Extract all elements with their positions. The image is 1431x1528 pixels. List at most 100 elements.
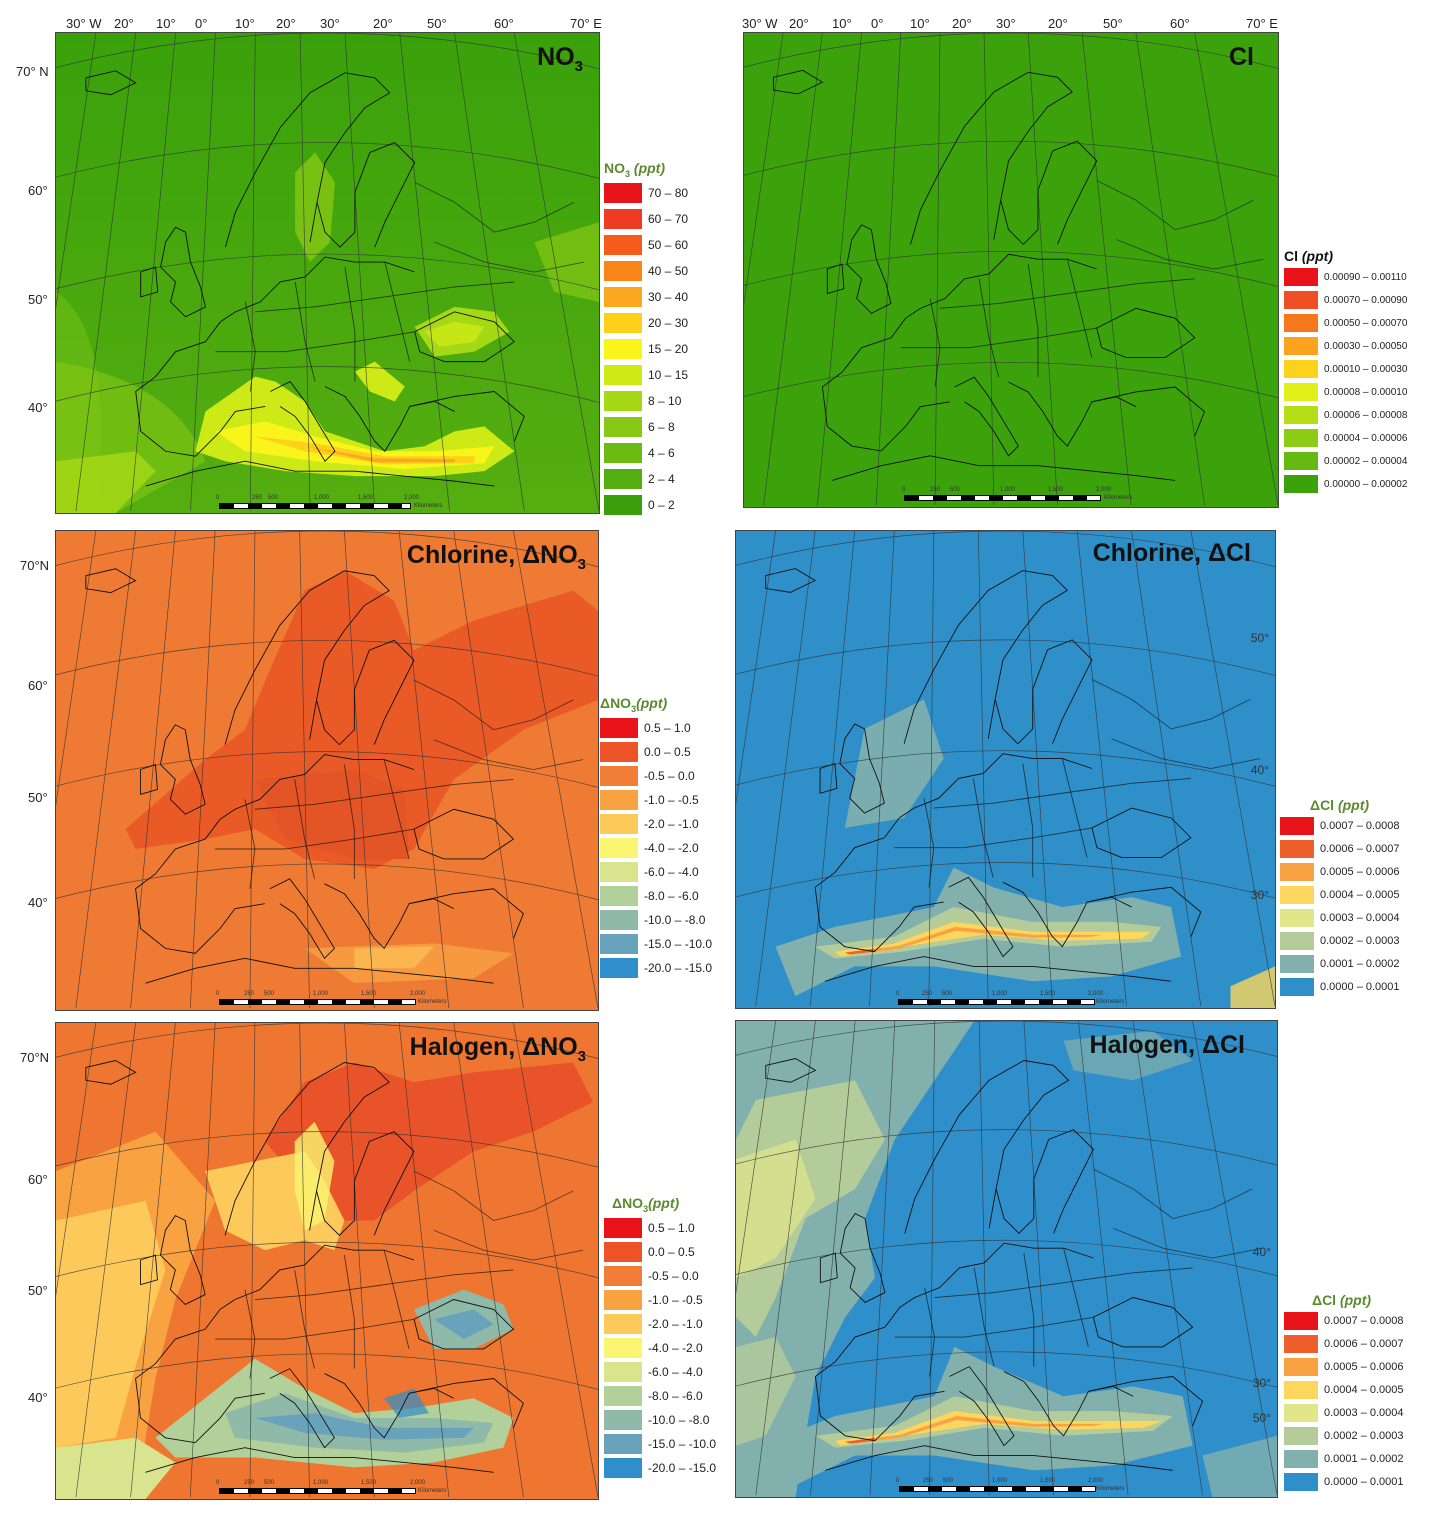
scale-bar — [904, 495, 1101, 501]
legend-label: -15.0 – -10.0 — [644, 936, 713, 951]
legend-label: -4.0 – -2.0 — [644, 840, 699, 855]
legend-entry: 0.0002 – 0.0003 — [1280, 932, 1400, 950]
legend-label: 30 – 40 — [648, 289, 689, 304]
scale-tick: 0 — [216, 1480, 220, 1486]
scale-tick: 1,500 — [361, 991, 377, 997]
scale-tick: 500 — [942, 991, 953, 997]
panel-title: NO3 — [537, 43, 583, 75]
legend-label: -0.5 – 0.0 — [648, 1268, 699, 1283]
legend-label: -4.0 – -2.0 — [648, 1340, 703, 1355]
legend-halogen-dcl: ΔCl (ppt) 0.0007 – 0.0008 0.0006 – 0.0007… — [1284, 1292, 1404, 1496]
scale-unit: Kilometers — [1104, 495, 1133, 501]
legend-swatch — [1284, 1335, 1318, 1353]
legend-entry: -8.0 – -6.0 — [600, 885, 712, 906]
lon-label: 20° — [276, 16, 296, 31]
scale-tick: 250 — [922, 991, 933, 997]
scale-tick: 0 — [216, 495, 220, 501]
map-chlorine-dcl-svg — [736, 531, 1275, 1008]
legend-title: ΔNO3(ppt) — [600, 695, 712, 714]
legend-label: 0.0007 – 0.0008 — [1324, 1315, 1404, 1327]
legend-rows: 0.0007 – 0.0008 0.0006 – 0.0007 0.0005 – 0… — [1280, 817, 1400, 996]
scale-tick: 250 — [252, 495, 263, 501]
legend-label: 0.00090 – 0.00110 — [1324, 271, 1407, 283]
legend-swatch — [600, 909, 638, 930]
scale-tick: 250 — [923, 1478, 934, 1484]
legend-swatch — [1284, 268, 1318, 286]
legend-entry: -0.5 – 0.0 — [600, 765, 712, 786]
lat-label: 40° — [28, 1390, 48, 1405]
legend-entry: 4 – 6 — [604, 442, 688, 463]
legend-label: 70 – 80 — [648, 185, 689, 200]
scale-tick: 1,000 — [313, 1480, 329, 1486]
legend-swatch — [1284, 406, 1318, 424]
legend-label: -1.0 – -0.5 — [644, 792, 699, 807]
legend-label: -2.0 – -1.0 — [648, 1316, 703, 1331]
legend-swatch — [604, 1289, 642, 1310]
scale-bar — [898, 999, 1095, 1005]
legend-entry: 0.0004 – 0.0005 — [1280, 886, 1400, 904]
legend-swatch — [600, 933, 638, 954]
lon-label: 20° — [1048, 16, 1068, 31]
panel-title-text: Cl — [1229, 43, 1254, 71]
scale-unit: Kilometers — [414, 503, 443, 509]
legend-swatch — [604, 208, 642, 229]
legend-title-text: ΔCl — [1312, 1292, 1337, 1308]
legend-title-text: NO — [604, 160, 625, 176]
legend-swatch — [1284, 1427, 1318, 1445]
legend-entry: 15 – 20 — [604, 338, 688, 359]
legend-swatch — [604, 1361, 642, 1382]
lon-label: 60° — [494, 16, 514, 31]
lat-label: 70°N — [20, 558, 50, 573]
legend-entry: 0.0001 – 0.0002 — [1284, 1450, 1404, 1468]
lon-label: 10° — [832, 16, 852, 31]
legend-title-unit: (ppt) — [630, 160, 665, 176]
legend-swatch — [604, 312, 642, 333]
scale-tick: 500 — [268, 495, 279, 501]
panel-title-text: Halogen, ΔCl — [1089, 1031, 1245, 1059]
right-lat-label: 30° — [1250, 888, 1269, 902]
legend-swatch — [604, 338, 642, 359]
legend-swatch — [1280, 886, 1314, 904]
lat-label: 70° N — [16, 64, 49, 79]
legend-label: 0.0002 – 0.0003 — [1324, 1430, 1404, 1442]
legend-entry: 0.5 – 1.0 — [600, 717, 712, 738]
map-panel-halogen-dcl: Halogen, ΔCl 50° 40° 30° 0 250 500 1,000… — [735, 1020, 1278, 1498]
legend-label: 0.0006 – 0.0007 — [1324, 1338, 1404, 1350]
panel-title-sub: 3 — [577, 556, 586, 573]
legend-swatch — [1280, 840, 1314, 858]
map-cl-svg — [744, 33, 1278, 507]
legend-entry: 0.0001 – 0.0002 — [1280, 955, 1400, 973]
lat-label: 60° — [28, 1172, 48, 1187]
lon-label: 0° — [195, 16, 208, 31]
legend-label: 20 – 30 — [648, 315, 689, 330]
map-no3-svg — [56, 33, 599, 513]
legend-label: 0.0000 – 0.0001 — [1324, 1476, 1404, 1488]
legend-label: -8.0 – -6.0 — [648, 1388, 703, 1403]
legend-title-unit: (ppt) — [648, 1195, 680, 1211]
legend-swatch — [600, 861, 638, 882]
scale-tick: 1,500 — [1040, 991, 1056, 997]
legend-swatch — [1284, 452, 1318, 470]
legend-label: 8 – 10 — [648, 393, 682, 408]
legend-entry: 0.0003 – 0.0004 — [1280, 909, 1400, 927]
legend-swatch — [1284, 429, 1318, 447]
legend-label: 0.00070 – 0.00090 — [1324, 294, 1408, 306]
scale-unit: Kilometers — [418, 999, 447, 1005]
legend-chlorine-dno3: ΔNO3(ppt) 0.5 – 1.0 0.0 – 0.5 -0.5 – 0.0 -1… — [600, 695, 712, 982]
lon-label: 30° W — [66, 16, 102, 31]
legend-entry: 30 – 40 — [604, 286, 689, 307]
legend-label: 0.0005 – 0.0006 — [1324, 1361, 1404, 1373]
legend-swatch — [600, 885, 638, 906]
scale-tick: 1,500 — [361, 1480, 377, 1486]
legend-entry: -2.0 – -1.0 — [604, 1313, 716, 1334]
legend-swatch — [1280, 978, 1314, 996]
legend-title-text: ΔNO — [600, 695, 632, 711]
legend-label: 0.0002 – 0.0003 — [1320, 935, 1400, 947]
map-halogen-dcl-svg — [736, 1021, 1277, 1497]
legend-swatch — [1284, 383, 1318, 401]
lon-label: 20° — [114, 16, 134, 31]
lat-label: 40° — [28, 895, 48, 910]
legend-entry: 0.00006 – 0.00008 — [1284, 406, 1407, 424]
scale-tick: 0 — [896, 991, 900, 997]
scale-tick: 1,000 — [1000, 487, 1016, 493]
